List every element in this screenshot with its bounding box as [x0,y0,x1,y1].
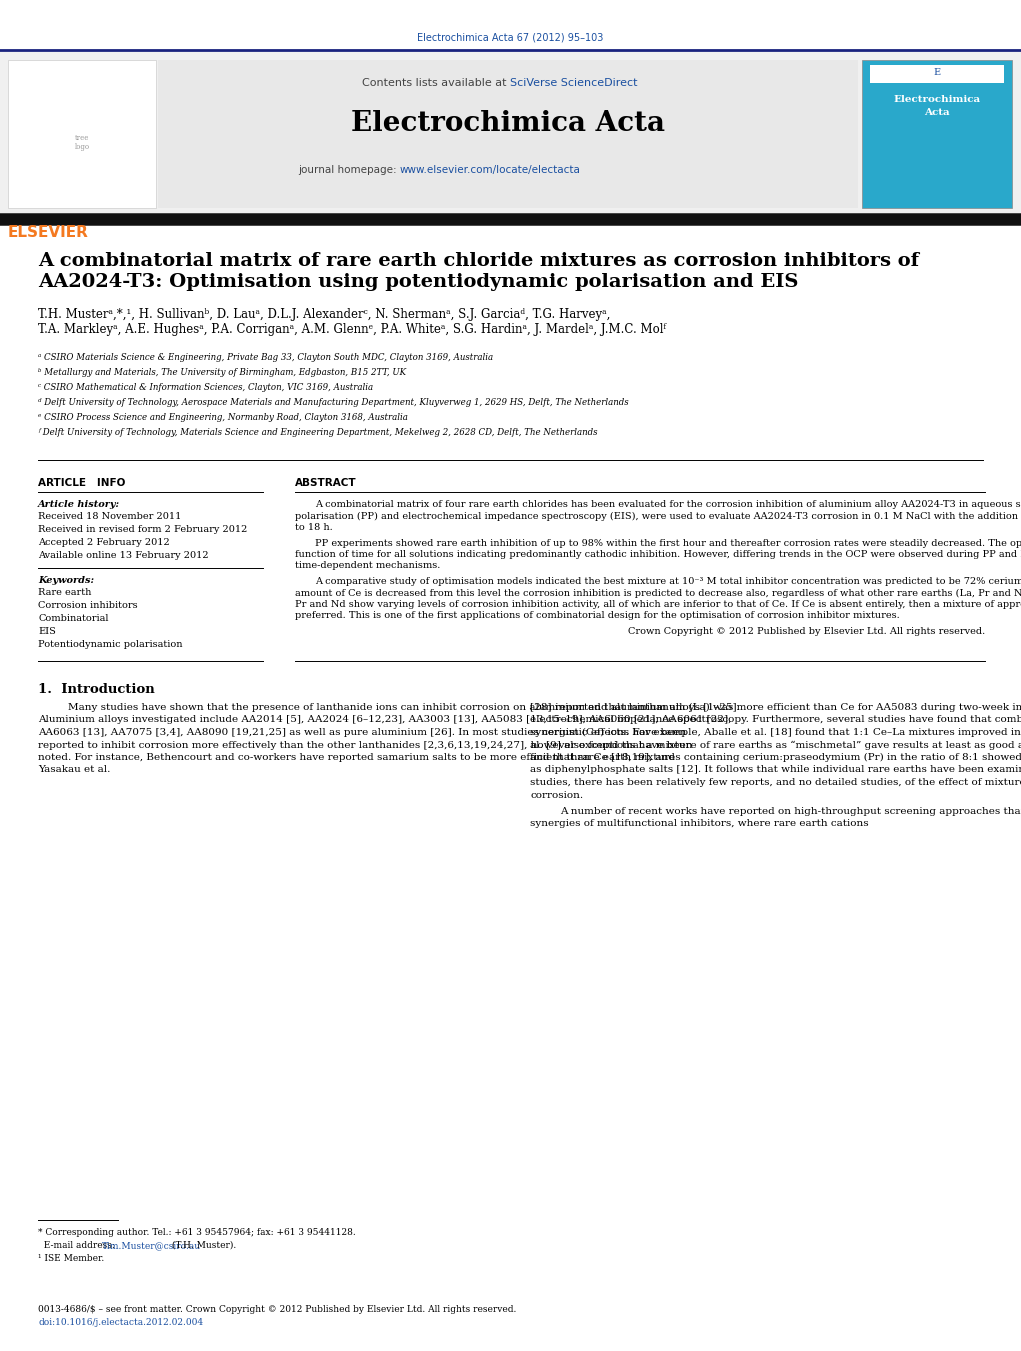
Bar [8,59,156,208]
Text: and that rare earth mixtures containing cerium:praseodymium (Pr) in the ratio of: and that rare earth mixtures containing … [530,753,1021,762]
Text: A comparative study of optimisation models indicated the best mixture at 10⁻³ M : A comparative study of optimisation mode… [315,577,1021,586]
Text: ABSTRACT: ABSTRACT [295,478,356,488]
Text: Electrochimica Acta 67 (2012) 95–103: Electrochimica Acta 67 (2012) 95–103 [418,32,603,42]
Text: function of time for all solutions indicating predominantly cathodic inhibition.: function of time for all solutions indic… [295,550,1021,559]
Text: A combinatorial matrix of rare earth chloride mixtures as corrosion inhibitors o: A combinatorial matrix of rare earth chl… [38,253,919,270]
Text: Acta: Acta [924,108,950,118]
Text: ELSEVIER: ELSEVIER [8,226,89,240]
Text: AA6063 [13], AA7075 [3,4], AA8090 [19,21,25] as well as pure aluminium [26]. In : AA6063 [13], AA7075 [3,4], AA8090 [19,21… [38,728,686,738]
Text: Received 18 November 2011: Received 18 November 2011 [38,512,182,521]
Text: doi:10.1016/j.electacta.2012.02.004: doi:10.1016/j.electacta.2012.02.004 [38,1319,203,1327]
Text: EIS: EIS [38,627,56,636]
Text: PP experiments showed rare earth inhibition of up to 98% within the first hour a: PP experiments showed rare earth inhibit… [315,539,1021,547]
Text: Yasakau et al.: Yasakau et al. [38,766,110,774]
Text: al. [9] also found that a mixture of rare earths as “mischmetal” gave results at: al. [9] also found that a mixture of rar… [530,740,1021,750]
Text: AA2024-T3: Optimisation using potentiodynamic polarisation and EIS: AA2024-T3: Optimisation using potentiody… [38,273,798,290]
Bar [0,51,1021,219]
Text: ᶜ CSIRO Mathematical & Information Sciences, Clayton, VIC 3169, Australia: ᶜ CSIRO Mathematical & Information Scien… [38,382,373,392]
Bar [862,59,1012,208]
Text: Available online 13 February 2012: Available online 13 February 2012 [38,551,208,561]
Text: T.H. Musterᵃ,*,¹, H. Sullivanᵇ, D. Lauᵃ, D.L.J. Alexanderᶜ, N. Shermanᵃ, S.J. Ga: T.H. Musterᵃ,*,¹, H. Sullivanᵇ, D. Lauᵃ,… [38,308,611,322]
Text: electrochemical impedance spectroscopy. Furthermore, several studies have found : electrochemical impedance spectroscopy. … [530,716,1021,724]
Text: Electrochimica Acta: Electrochimica Acta [351,109,665,136]
Text: www.elsevier.com/locate/electacta: www.elsevier.com/locate/electacta [400,165,581,176]
Text: ᶠ Delft University of Technology, Materials Science and Engineering Department, : ᶠ Delft University of Technology, Materi… [38,428,597,436]
Text: 0013-4686/$ – see front matter. Crown Copyright © 2012 Published by Elsevier Ltd: 0013-4686/$ – see front matter. Crown Co… [38,1305,517,1315]
Text: [28] reported that lanthanum (La) was more efficient than Ce for AA5083 during t: [28] reported that lanthanum (La) was mo… [530,703,1021,712]
Text: Article history:: Article history: [38,500,120,509]
Text: 1.  Introduction: 1. Introduction [38,684,155,696]
Text: Many studies have shown that the presence of lanthanide ions can inhibit corrosi: Many studies have shown that the presenc… [68,703,740,712]
Text: ᵃ CSIRO Materials Science & Engineering, Private Bag 33, Clayton South MDC, Clay: ᵃ CSIRO Materials Science & Engineering,… [38,353,493,362]
Text: Keywords:: Keywords: [38,576,94,585]
Text: journal homepage:: journal homepage: [298,165,400,176]
Text: Potentiodynamic polarisation: Potentiodynamic polarisation [38,640,183,648]
Text: Combinatorial: Combinatorial [38,613,108,623]
Text: time-dependent mechanisms.: time-dependent mechanisms. [295,562,440,570]
Text: Pr and Nd show varying levels of corrosion inhibition activity, all of which are: Pr and Nd show varying levels of corrosi… [295,600,1021,609]
Text: amount of Ce is decreased from this level the corrosion inhibition is predicted : amount of Ce is decreased from this leve… [295,589,1021,597]
Text: preferred. This is one of the first applications of combinatorial design for the: preferred. This is one of the first appl… [295,612,900,620]
Text: polarisation (PP) and electrochemical impedance spectroscopy (EIS), were used to: polarisation (PP) and electrochemical im… [295,512,1021,520]
Text: Aluminium alloys investigated include AA2014 [5], AA2024 [6–12,23], AA3003 [13],: Aluminium alloys investigated include AA… [38,716,731,724]
Text: tree
logo: tree logo [75,134,90,151]
Text: Tim.Muster@csiro.au: Tim.Muster@csiro.au [102,1242,201,1250]
Text: studies, there has been relatively few reports, and no detailed studies, of the : studies, there has been relatively few r… [530,778,1021,788]
Text: ARTICLE   INFO: ARTICLE INFO [38,478,126,488]
Text: ᵉ CSIRO Process Science and Engineering, Normanby Road, Clayton 3168, Australia: ᵉ CSIRO Process Science and Engineering,… [38,413,407,422]
Text: Crown Copyright © 2012 Published by Elsevier Ltd. All rights reserved.: Crown Copyright © 2012 Published by Else… [628,627,985,636]
Text: ᵇ Metallurgy and Materials, The University of Birmingham, Edgbaston, B15 2TT, UK: ᵇ Metallurgy and Materials, The Universi… [38,367,406,377]
Text: Received in revised form 2 February 2012: Received in revised form 2 February 2012 [38,526,247,534]
Bar [870,65,1004,82]
Text: Rare earth: Rare earth [38,588,91,597]
Text: T.A. Markleyᵃ, A.E. Hughesᵃ, P.A. Corriganᵃ, A.M. Glennᵉ, P.A. Whiteᵃ, S.G. Hard: T.A. Markleyᵃ, A.E. Hughesᵃ, P.A. Corrig… [38,323,666,336]
Text: Electrochimica: Electrochimica [893,95,980,104]
Text: synergies of multifunctional inhibitors, where rare earth cations: synergies of multifunctional inhibitors,… [530,820,869,828]
Bar [158,59,858,208]
Text: E-mail address:: E-mail address: [38,1242,117,1250]
Text: ¹ ISE Member.: ¹ ISE Member. [38,1254,104,1263]
Text: reported to inhibit corrosion more effectively than the other lanthanides [2,3,6: reported to inhibit corrosion more effec… [38,740,692,750]
Text: corrosion.: corrosion. [530,790,583,800]
Text: (T.H. Muster).: (T.H. Muster). [168,1242,236,1250]
Text: A combinatorial matrix of four rare earth chlorides has been evaluated for the c: A combinatorial matrix of four rare eart… [315,500,1021,509]
Text: noted. For instance, Bethencourt and co-workers have reported samarium salts to : noted. For instance, Bethencourt and co-… [38,753,675,762]
Text: as diphenylphosphate salts [12]. It follows that while individual rare earths ha: as diphenylphosphate salts [12]. It foll… [530,766,1021,774]
Text: Accepted 2 February 2012: Accepted 2 February 2012 [38,538,169,547]
Text: A number of recent works have reported on high-throughput screening approaches t: A number of recent works have reported o… [560,807,1021,816]
Text: Contents lists available at: Contents lists available at [362,78,510,88]
Text: Corrosion inhibitors: Corrosion inhibitors [38,601,138,611]
Text: * Corresponding author. Tel.: +61 3 95457964; fax: +61 3 95441128.: * Corresponding author. Tel.: +61 3 9545… [38,1228,355,1238]
Text: E: E [933,68,940,77]
Text: to 18 h.: to 18 h. [295,523,333,532]
Text: synergistic effects. For example, Aballe et al. [18] found that 1:1 Ce–La mixtur: synergistic effects. For example, Aballe… [530,728,1021,738]
Text: SciVerse ScienceDirect: SciVerse ScienceDirect [510,78,637,88]
Text: ᵈ Delft University of Technology, Aerospace Materials and Manufacturing Departme: ᵈ Delft University of Technology, Aerosp… [38,399,629,407]
